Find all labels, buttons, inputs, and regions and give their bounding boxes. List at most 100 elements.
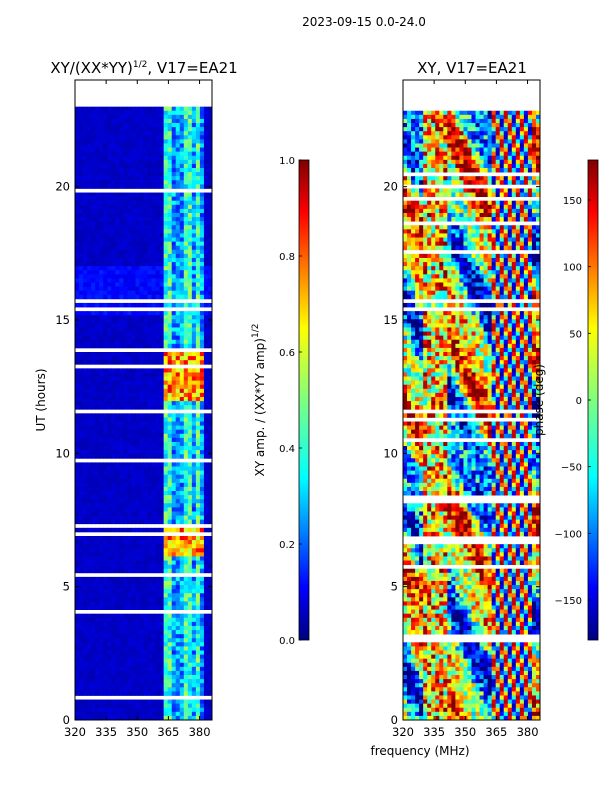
heatmap-cell xyxy=(103,131,108,136)
heatmap-cell xyxy=(183,462,189,467)
heatmap-cell xyxy=(155,625,161,631)
heatmap-cell xyxy=(99,491,104,496)
heatmap-cell xyxy=(91,499,96,504)
heatmap-cell xyxy=(207,168,212,173)
heatmap-cell xyxy=(95,286,100,292)
heatmap-cell xyxy=(143,564,148,570)
heatmap-cell xyxy=(163,687,169,692)
heatmap-cell xyxy=(163,110,169,116)
heatmap-cell xyxy=(199,331,205,337)
heatmap-cell xyxy=(507,131,513,136)
heatmap-cell xyxy=(135,454,140,459)
heatmap-cell xyxy=(147,262,152,267)
heatmap-cell xyxy=(79,159,84,165)
heatmap-cell xyxy=(155,552,161,557)
heatmap-cell xyxy=(187,323,193,328)
heatmap-cell xyxy=(79,679,84,684)
heatmap-cell xyxy=(131,372,136,377)
heatmap-cell xyxy=(203,184,209,189)
heatmap-cell xyxy=(203,200,209,206)
heatmap-cell xyxy=(467,118,472,124)
heatmap-cell xyxy=(203,552,209,557)
heatmap-cell xyxy=(167,687,173,692)
heatmap-cell xyxy=(127,262,132,267)
heatmap-cell xyxy=(199,658,205,664)
heatmap-cell xyxy=(179,429,185,435)
heatmap-cell xyxy=(155,168,161,173)
heatmap-cell xyxy=(115,131,120,136)
heatmap-cell xyxy=(403,139,408,144)
heatmap-cell xyxy=(147,691,152,696)
heatmap-cell xyxy=(139,617,144,623)
heatmap-cell xyxy=(203,650,209,655)
heatmap-cell xyxy=(155,172,161,177)
heatmap-cell xyxy=(167,638,173,643)
heatmap-cell xyxy=(155,127,161,132)
heatmap-cell xyxy=(443,118,448,124)
heatmap-cell xyxy=(143,225,148,230)
heatmap-cell xyxy=(119,540,124,545)
heatmap-cell xyxy=(159,384,165,390)
heatmap-cell xyxy=(83,392,88,398)
heatmap-cell xyxy=(139,262,144,267)
heatmap-cell xyxy=(179,388,185,394)
heatmap-cell xyxy=(151,405,156,410)
heatmap-cell xyxy=(147,372,152,377)
heatmap-cell xyxy=(147,670,152,676)
heatmap-cell xyxy=(99,376,104,382)
heatmap-cell xyxy=(95,527,100,533)
heatmap-cell xyxy=(183,679,189,684)
heatmap-cell xyxy=(107,339,112,345)
heatmap-cell xyxy=(91,478,96,484)
heatmap-cell xyxy=(167,163,173,169)
heatmap-cell xyxy=(147,482,152,488)
heatmap-cell xyxy=(175,605,181,610)
heatmap-cell xyxy=(111,560,116,566)
heatmap-cell xyxy=(139,123,144,128)
heatmap-cell xyxy=(203,204,209,210)
heatmap-cell xyxy=(127,495,132,500)
heatmap-cell xyxy=(195,466,201,471)
heatmap-cell xyxy=(199,670,205,676)
heatmap-cell xyxy=(183,425,189,431)
heatmap-cell xyxy=(111,114,116,120)
heatmap-cell xyxy=(135,225,140,230)
heatmap-cell xyxy=(135,507,140,512)
heatmap-cell xyxy=(151,352,156,357)
heatmap-cell xyxy=(115,384,120,390)
heatmap-cell xyxy=(199,282,205,287)
heatmap-cell xyxy=(79,593,84,598)
heatmap-cell xyxy=(207,666,212,672)
heatmap-cell xyxy=(191,290,197,296)
heatmap-cell xyxy=(87,143,92,148)
heatmap-cell xyxy=(119,110,124,116)
heatmap-cell xyxy=(155,229,161,234)
heatmap-cell xyxy=(511,114,517,120)
heatmap-cell xyxy=(107,499,112,504)
heatmap-cell xyxy=(107,266,112,271)
heatmap-cell xyxy=(143,605,148,610)
left-x-axis: 320 335 350 365 380 xyxy=(64,80,211,739)
heatmap-cell xyxy=(139,212,144,218)
heatmap-cell xyxy=(143,580,148,586)
heatmap-cell xyxy=(87,327,92,332)
heatmap-cell xyxy=(199,646,205,651)
heatmap-cell xyxy=(99,441,104,447)
heatmap-cell xyxy=(95,450,100,455)
heatmap-cell xyxy=(179,294,185,300)
heatmap-cell xyxy=(179,290,185,296)
heatmap-cell xyxy=(163,401,169,406)
heatmap-cell xyxy=(171,380,177,386)
heatmap-cell xyxy=(111,270,116,275)
heatmap-cell xyxy=(159,405,165,410)
heatmap-cell xyxy=(131,450,136,455)
heatmap-cell xyxy=(139,413,144,418)
heatmap-cell xyxy=(119,172,124,177)
heatmap-cell xyxy=(91,450,96,455)
heatmap-cell xyxy=(483,123,489,128)
heatmap-cell xyxy=(203,131,209,136)
heatmap-cell xyxy=(531,123,537,128)
heatmap-cell xyxy=(135,229,140,234)
heatmap-cell xyxy=(203,683,209,688)
heatmap-cell xyxy=(183,396,189,402)
